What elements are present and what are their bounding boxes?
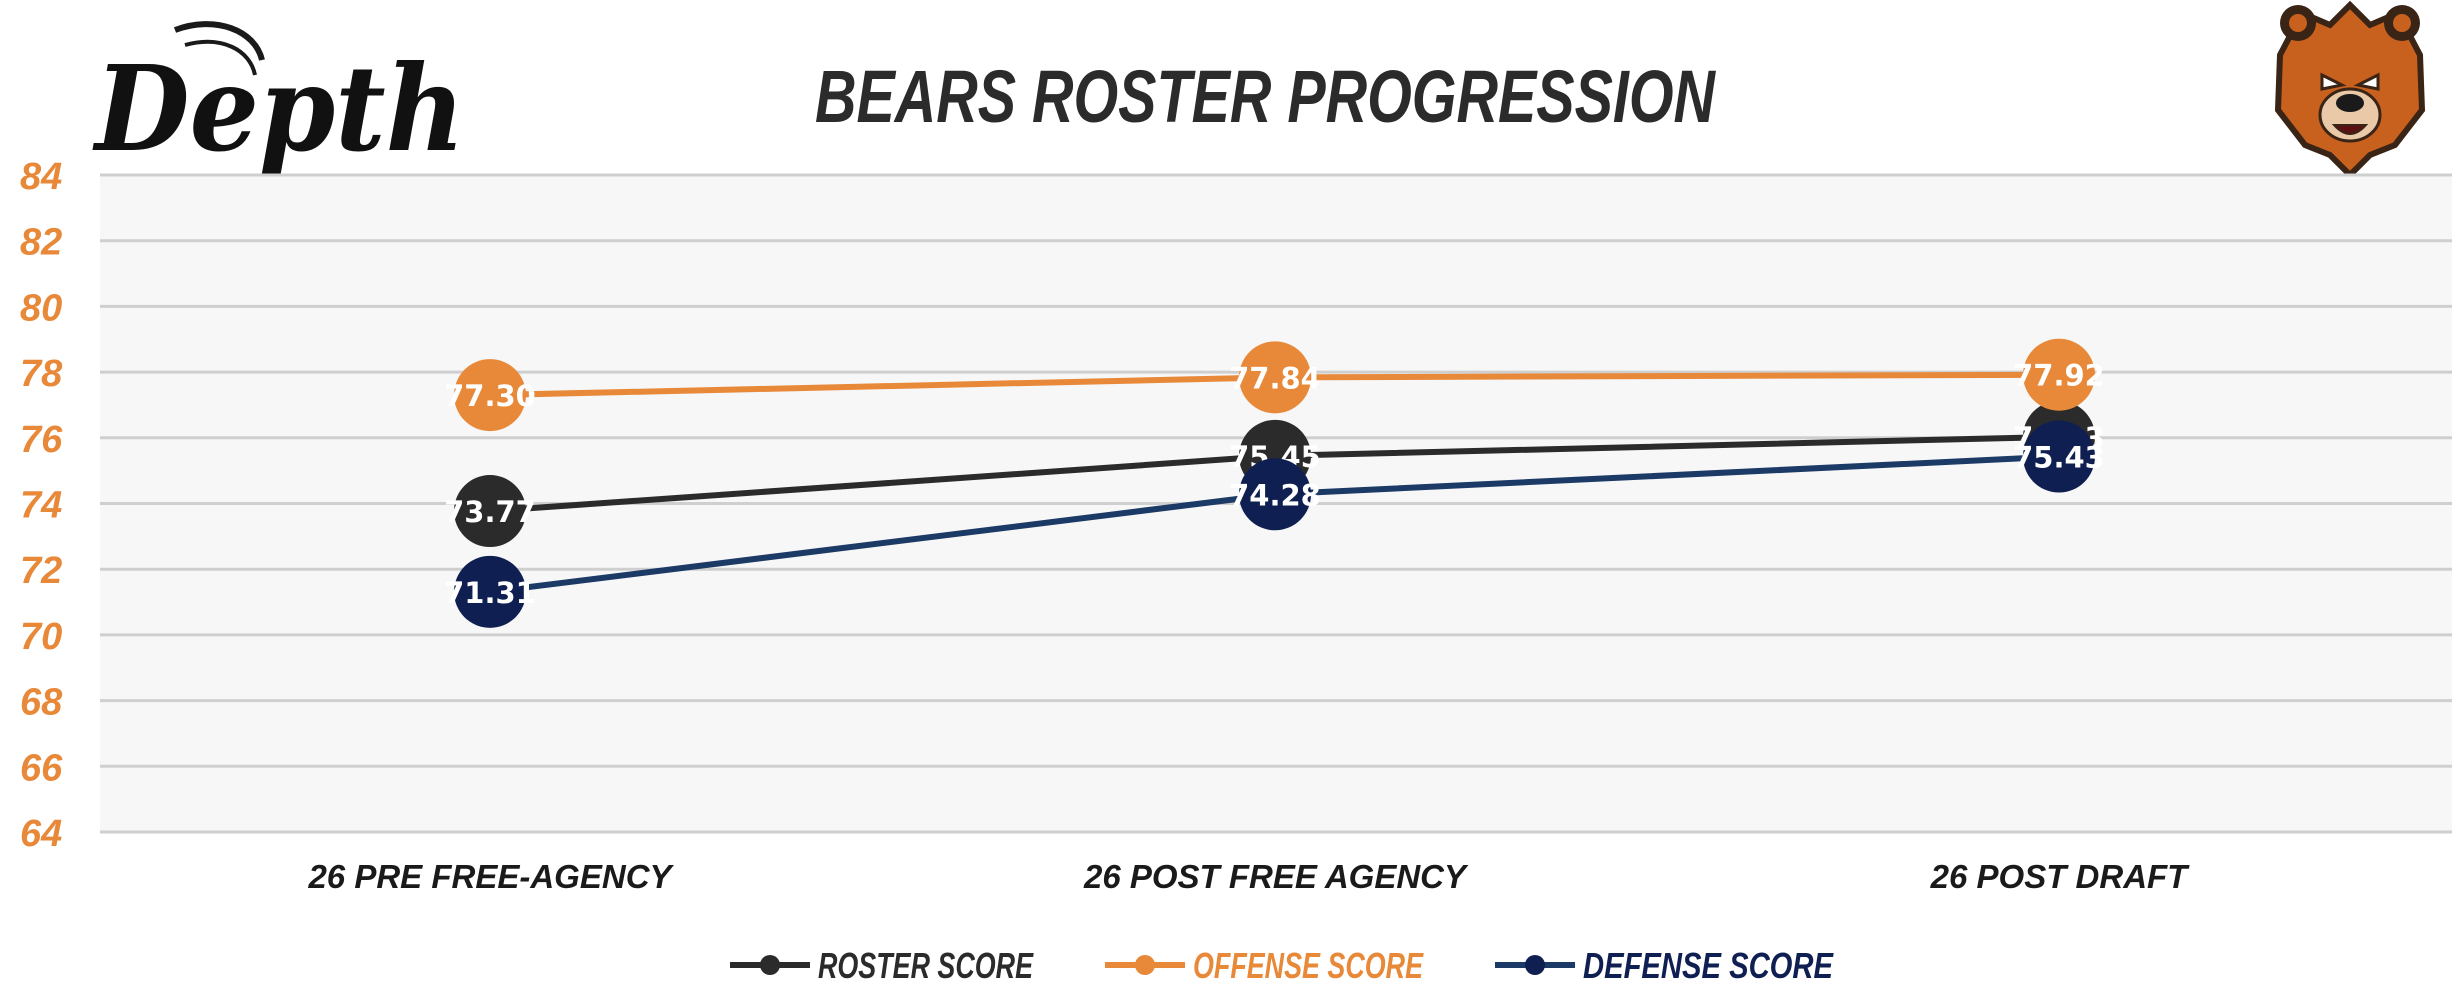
data-label: 77.30	[444, 379, 536, 413]
logo-swoosh-icon	[173, 21, 265, 61]
y-tick-label: 82	[20, 222, 62, 264]
legend-label: ROSTER SCORE	[818, 945, 1034, 986]
data-label: 77.84	[1229, 361, 1321, 395]
data-label: 75.43	[2013, 441, 2105, 475]
legend-marker	[1135, 955, 1155, 975]
y-tick-label: 76	[20, 419, 63, 461]
data-point	[2023, 338, 2095, 411]
data-point	[1239, 458, 1311, 531]
logo-swoosh-icon-2	[184, 39, 257, 76]
depth-logo: Depth	[92, 21, 465, 178]
x-category-label: 26 POST DRAFT	[1930, 858, 2191, 895]
y-tick-label: 66	[20, 747, 63, 789]
y-tick-label: 68	[20, 682, 63, 724]
legend-marker	[760, 955, 780, 975]
x-category-label: 26 PRE FREE-AGENCY	[307, 858, 674, 895]
data-label: 77.92	[2013, 359, 2105, 393]
y-tick-label: 74	[20, 485, 62, 527]
data-label: 71.31	[444, 576, 536, 610]
legend-label: OFFENSE SCORE	[1193, 945, 1424, 986]
data-point	[454, 359, 526, 432]
chart-title: BEARS ROSTER PROGRESSION	[815, 55, 1716, 138]
data-point	[454, 555, 526, 628]
x-category-label: 26 POST FREE AGENCY	[1083, 858, 1469, 895]
y-tick-label: 64	[20, 813, 62, 855]
y-tick-label: 78	[20, 353, 63, 395]
y-tick-label: 80	[20, 287, 62, 329]
y-tick-label: 70	[20, 616, 62, 658]
data-point	[1239, 341, 1311, 414]
data-label: 74.28	[1229, 478, 1321, 512]
bear-logo-icon	[2274, 0, 2426, 180]
legend-label: DEFENSE SCORE	[1583, 945, 1834, 986]
y-axis-ticks: 84 82 80 78 76 74 72 70 68 66 64	[20, 156, 63, 855]
y-tick-label: 84	[20, 156, 62, 198]
series-markers: 73.7775.4576.0377.3077.8477.9271.3174.28…	[444, 338, 2105, 628]
data-point	[454, 475, 526, 548]
data-label: 73.77	[444, 495, 536, 529]
legend-marker	[1525, 955, 1545, 975]
y-tick-label: 72	[20, 550, 62, 592]
data-point	[2023, 420, 2095, 493]
logo-text: Depth	[92, 39, 465, 178]
legend: ROSTER SCORE OFFENSE SCORE DEFENSE SCORE	[730, 945, 1834, 986]
x-axis-categories: 26 PRE FREE-AGENCY 26 POST FREE AGENCY 26 …	[307, 858, 2190, 895]
